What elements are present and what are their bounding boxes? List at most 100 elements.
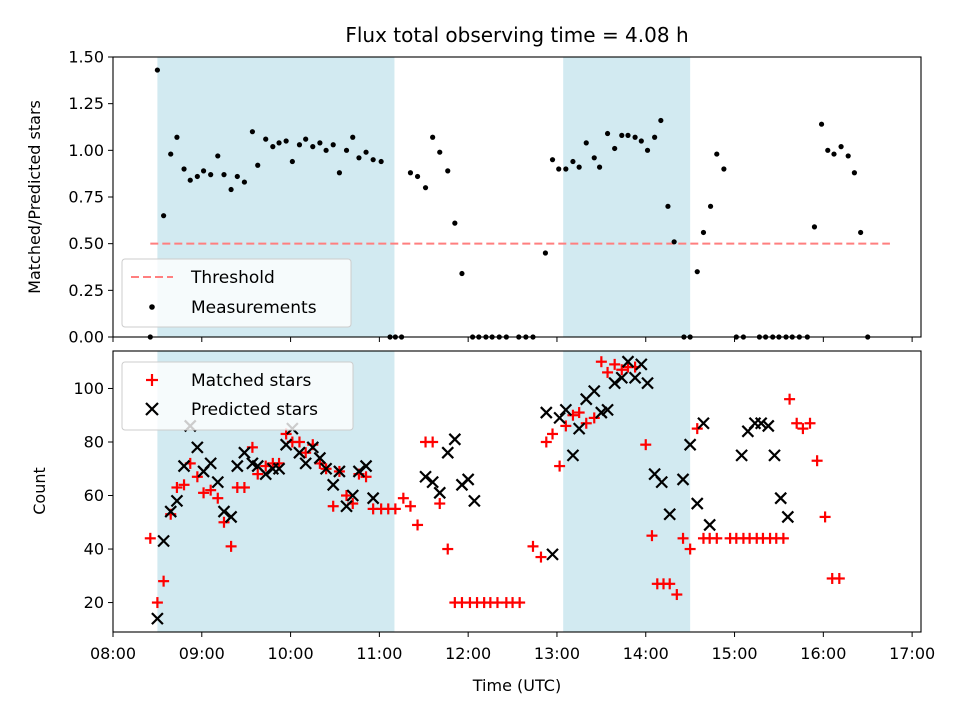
x-tick-label: 16:00 <box>800 644 846 663</box>
predicted-point <box>735 449 748 462</box>
measurement-point <box>452 220 458 226</box>
measurement-point <box>363 149 369 155</box>
measurement-point <box>694 269 700 275</box>
x-tick-label: 10:00 <box>268 644 314 663</box>
y-tick-label: 0.25 <box>68 281 104 300</box>
matched-point <box>540 436 552 448</box>
measurement-point <box>215 153 221 159</box>
predicted-point <box>587 384 601 398</box>
predicted-point <box>754 416 768 430</box>
predicted-point-b <box>628 371 642 385</box>
matched-point <box>218 516 230 528</box>
predicted-point <box>272 462 286 476</box>
measurement-point <box>721 166 727 172</box>
measurement-point <box>317 140 323 146</box>
x-tick-label: 11:00 <box>356 644 402 663</box>
measurement-point <box>255 162 261 168</box>
matched-point <box>314 457 326 469</box>
predicted-point <box>768 449 781 462</box>
predicted-point-b <box>326 478 340 492</box>
matched-point <box>171 481 183 493</box>
predicted-point-b <box>340 499 353 513</box>
measurement-point <box>638 138 644 144</box>
predicted-point-b <box>319 462 333 476</box>
measurement-point <box>241 179 248 185</box>
matched-point <box>327 500 339 512</box>
predicted-point-b <box>540 406 553 419</box>
predicted-point <box>690 497 704 510</box>
matched-point <box>300 447 312 459</box>
matched-point <box>198 487 210 499</box>
measurement-point <box>181 166 187 172</box>
legend-threshold-label: Threshold <box>190 268 275 288</box>
matched-point <box>389 503 401 515</box>
predicted-point <box>177 459 191 473</box>
matched-point <box>791 417 803 429</box>
predicted-point-b <box>204 457 217 470</box>
predicted-point-b <box>615 371 629 385</box>
measurement-point <box>604 130 611 137</box>
predicted-point-b <box>768 449 781 462</box>
predicted-point-b <box>251 459 265 473</box>
x-tick-label: 13:00 <box>534 644 580 663</box>
measurement-point <box>283 138 289 144</box>
predicted-point <box>419 470 432 484</box>
matched-point <box>514 597 526 609</box>
matched-point <box>293 436 305 448</box>
x-tick-label: 15:00 <box>711 644 757 663</box>
x-tick-label: 17:00 <box>889 644 935 663</box>
predicted-point <box>164 505 177 518</box>
predicted-point-b <box>621 355 635 368</box>
predicted-point-b <box>359 459 373 473</box>
y-tick-label: 20 <box>84 593 104 612</box>
predicted-point-b <box>690 497 704 510</box>
predicted-point <box>366 491 380 505</box>
predicted-point-b <box>224 510 238 524</box>
measurement-point <box>556 166 562 172</box>
matched-point <box>273 457 285 469</box>
matched-point <box>833 572 845 584</box>
measurement-point <box>263 136 269 142</box>
predicted-point-b <box>781 510 795 524</box>
measurement-point <box>671 239 677 245</box>
matched-point <box>252 468 264 480</box>
measurement-point <box>583 140 589 146</box>
measurement-point <box>570 158 576 165</box>
predicted-point-b <box>346 489 360 502</box>
predicted-point-b <box>572 422 586 435</box>
predicted-point-b <box>419 470 432 484</box>
predicted-point <box>426 475 439 489</box>
predicted-point-b <box>441 446 455 459</box>
predicted-point-b <box>635 358 648 371</box>
top-legend-box <box>121 258 352 328</box>
measurement-point <box>323 147 329 153</box>
predicted-point <box>433 486 447 500</box>
predicted-point-b <box>231 459 244 473</box>
matched-point <box>595 356 607 368</box>
predicted-point <box>441 446 455 459</box>
x-axis-label: Time (UTC) <box>472 676 561 695</box>
measurement-point <box>818 121 825 127</box>
predicted-point <box>306 441 320 454</box>
predicted-point <box>231 459 244 473</box>
predicted-point <box>238 446 251 459</box>
predicted-point-b <box>559 403 573 417</box>
bottom-plot-frame <box>112 350 922 633</box>
predicted-point-b <box>683 438 697 451</box>
predicted-point-b <box>754 416 768 430</box>
measurement-point <box>596 164 603 170</box>
predicted-point <box>635 358 648 371</box>
predicted-point <box>313 451 327 465</box>
predicted-point <box>663 507 676 521</box>
top-x-ticks <box>112 337 913 342</box>
y-tick-label: 1.25 <box>68 94 104 113</box>
predicted-point <box>621 355 635 368</box>
bottom-panel: 20 40 60 80 100 08:00 09:00 10:00 11:00 12:00 13:… <box>30 350 935 695</box>
predicted-point-b <box>774 491 787 505</box>
predicted-point-b <box>608 376 621 390</box>
measurement-point <box>625 132 631 138</box>
predicted-point-b <box>279 438 293 451</box>
top-y-axis-label: Matched/Predicted stars <box>25 100 44 294</box>
measurement-point <box>276 140 282 146</box>
